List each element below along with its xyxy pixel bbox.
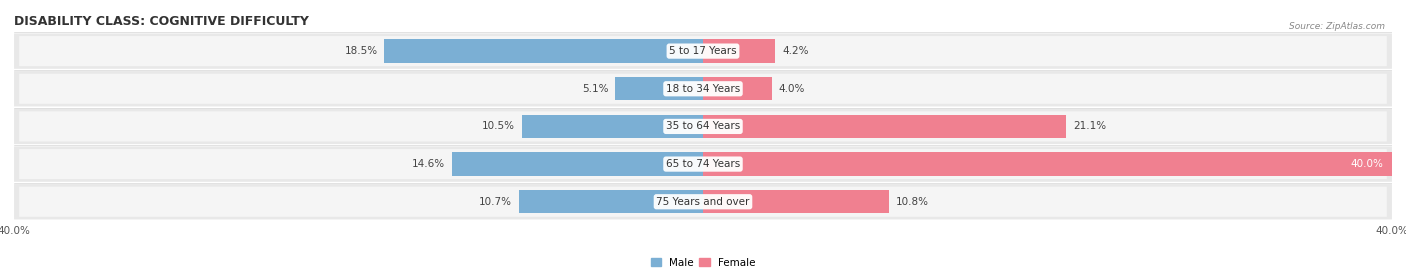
Text: 10.5%: 10.5% <box>482 121 515 132</box>
FancyBboxPatch shape <box>14 109 1392 144</box>
FancyBboxPatch shape <box>20 111 1386 141</box>
Text: DISABILITY CLASS: COGNITIVE DIFFICULTY: DISABILITY CLASS: COGNITIVE DIFFICULTY <box>14 15 309 28</box>
Text: 10.8%: 10.8% <box>896 197 929 207</box>
FancyBboxPatch shape <box>14 71 1392 107</box>
Text: 18 to 34 Years: 18 to 34 Years <box>666 84 740 94</box>
Text: 35 to 64 Years: 35 to 64 Years <box>666 121 740 132</box>
Bar <box>616 77 703 100</box>
Text: 4.0%: 4.0% <box>779 84 806 94</box>
Bar <box>451 153 703 176</box>
Text: 21.1%: 21.1% <box>1073 121 1107 132</box>
Bar <box>522 115 703 138</box>
Text: 14.6%: 14.6% <box>412 159 444 169</box>
Text: 5 to 17 Years: 5 to 17 Years <box>669 46 737 56</box>
Bar <box>703 115 1066 138</box>
Text: 4.2%: 4.2% <box>782 46 808 56</box>
Text: 65 to 74 Years: 65 to 74 Years <box>666 159 740 169</box>
Bar <box>703 77 772 100</box>
Text: 40.0%: 40.0% <box>1350 159 1384 169</box>
FancyBboxPatch shape <box>20 74 1386 104</box>
Text: 18.5%: 18.5% <box>344 46 377 56</box>
Bar <box>384 40 703 63</box>
Text: 5.1%: 5.1% <box>582 84 609 94</box>
FancyBboxPatch shape <box>14 184 1392 220</box>
Text: 10.7%: 10.7% <box>479 197 512 207</box>
FancyBboxPatch shape <box>20 36 1386 66</box>
Legend: Male, Female: Male, Female <box>647 253 759 269</box>
FancyBboxPatch shape <box>20 187 1386 217</box>
Text: Source: ZipAtlas.com: Source: ZipAtlas.com <box>1289 22 1385 30</box>
Bar <box>703 40 775 63</box>
FancyBboxPatch shape <box>14 146 1392 182</box>
Bar <box>519 190 703 213</box>
Bar <box>703 153 1392 176</box>
Text: 75 Years and over: 75 Years and over <box>657 197 749 207</box>
Bar <box>703 190 889 213</box>
FancyBboxPatch shape <box>14 33 1392 69</box>
FancyBboxPatch shape <box>20 149 1386 179</box>
